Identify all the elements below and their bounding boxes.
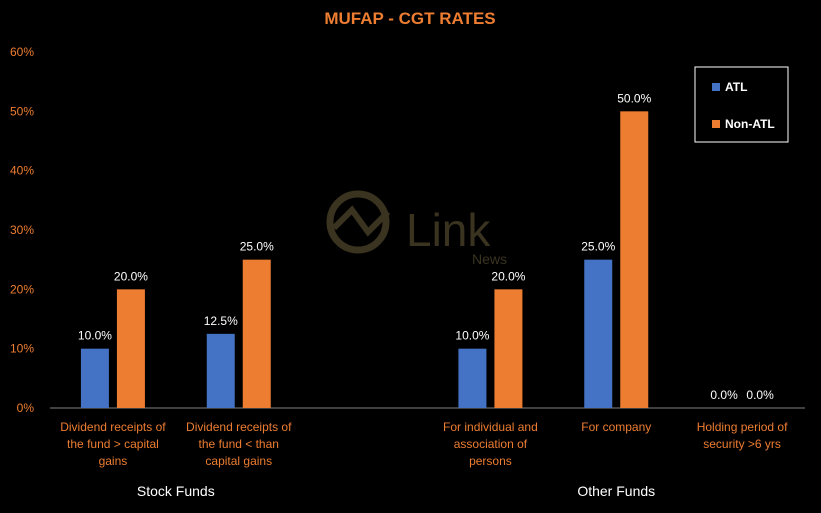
y-axis: 0% 10% 20% 30% 40% 50% 60% (10, 45, 805, 415)
legend-label-atl: ATL (725, 80, 747, 94)
bar-non-atl-3 (494, 289, 523, 408)
x-category-label-1: Dividend receipts of the fund < than capit… (186, 420, 292, 468)
x-category-line: gains (99, 454, 128, 468)
group-label-1: Other Funds (577, 483, 655, 499)
watermark-brand: Link (406, 204, 491, 256)
legend-swatch-non-atl (712, 120, 720, 128)
bar-atl-0 (80, 348, 109, 408)
bars (80, 111, 649, 408)
bar-atl-1 (206, 333, 235, 408)
x-category-line: For company (581, 420, 651, 434)
data-label-atl-0: 10.0% (78, 329, 112, 343)
y-tick-label: 10% (10, 342, 34, 356)
data-label-atl-3: 10.0% (455, 329, 489, 343)
watermark-sub: News (472, 251, 507, 267)
x-category-line: the fund < than (199, 437, 279, 451)
x-category-line: capital gains (205, 454, 272, 468)
x-category-line: Dividend receipts of (60, 420, 166, 434)
bar-non-atl-0 (116, 289, 145, 408)
x-category-line: For individual and (443, 420, 538, 434)
y-tick-label: 20% (10, 282, 34, 296)
legend: ATL Non-ATL (694, 66, 789, 143)
data-label-non-atl-1: 25.0% (240, 240, 274, 254)
bar-atl-3 (458, 348, 487, 408)
x-category-label-5: Holding period of security >6 yrs (697, 420, 788, 451)
data-label-atl-4: 25.0% (581, 240, 615, 254)
data-label-atl-5: 0.0% (710, 388, 738, 402)
bar-atl-4 (584, 259, 613, 408)
data-labels: 10.0% 12.5% 10.0% 25.0% 0.0% 20.0% 25.0% 20.0% 5… (78, 91, 774, 402)
x-category-label-0: Dividend receipts of the fund > capital ga… (60, 420, 166, 468)
bar-non-atl-4 (620, 111, 649, 408)
legend-box (694, 66, 789, 143)
x-category-line: persons (469, 454, 512, 468)
group-label-0: Stock Funds (137, 483, 215, 499)
x-category-line: security >6 yrs (703, 437, 781, 451)
legend-label-non-atl: Non-ATL (725, 117, 775, 131)
y-tick-label: 50% (10, 104, 34, 118)
watermark: Link News (326, 190, 507, 267)
y-tick-label: 0% (17, 401, 35, 415)
y-tick-label: 30% (10, 223, 34, 237)
group-labels: Stock Funds Other Funds (137, 483, 655, 499)
x-category-label-4: For company (581, 420, 651, 434)
x-category-line: Holding period of (697, 420, 788, 434)
x-category-line: association of (454, 437, 528, 451)
data-label-atl-1: 12.5% (204, 314, 238, 328)
chart-title: MUFAP - CGT RATES (324, 9, 495, 28)
y-tick-label: 40% (10, 164, 34, 178)
x-category-line: the fund > capital (67, 437, 159, 451)
data-label-non-atl-4: 50.0% (617, 91, 651, 105)
x-category-label-3: For individual and association of persons (443, 420, 538, 468)
data-label-non-atl-5: 0.0% (746, 388, 774, 402)
bar-non-atl-1 (242, 259, 271, 408)
data-label-non-atl-0: 20.0% (114, 269, 148, 283)
x-axis-categories: Dividend receipts of the fund > capital ga… (60, 420, 788, 468)
y-tick-label: 60% (10, 45, 34, 59)
legend-swatch-atl (712, 83, 720, 91)
data-label-non-atl-3: 20.0% (491, 269, 525, 283)
x-category-line: Dividend receipts of (186, 420, 292, 434)
